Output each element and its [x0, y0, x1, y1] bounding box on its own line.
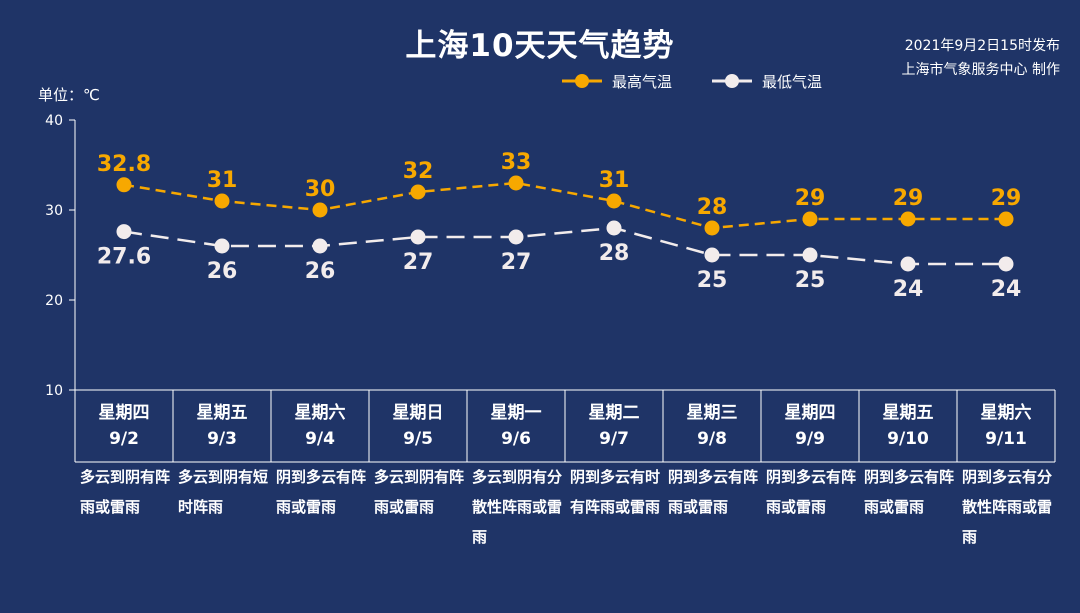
day-weekday: 星期二	[588, 403, 640, 423]
high-temp-point	[802, 211, 818, 227]
y-tick-label: 30	[45, 203, 63, 219]
day-weather: 多云到阴有分散性阵雨或雷雨	[472, 468, 563, 546]
low-temp-point	[900, 256, 916, 272]
legend-high-marker	[562, 74, 602, 88]
day-weather: 阴到多云有阵雨或雷雨	[766, 468, 857, 516]
day-header: 星期日 9/5	[369, 400, 467, 452]
low-temp-point	[704, 247, 720, 263]
high-temp-label: 30	[305, 177, 336, 202]
day-date: 9/2	[109, 429, 139, 449]
day-date: 9/10	[887, 429, 929, 449]
day-date: 9/11	[985, 429, 1027, 449]
day-weekday: 星期四	[784, 403, 836, 423]
day-header: 星期三 9/8	[663, 400, 761, 452]
day-weekday: 星期六	[980, 403, 1032, 423]
issue-time: 2021年9月2日15时发布	[904, 38, 1060, 54]
high-temp-label: 31	[207, 168, 238, 193]
day-header: 星期五 9/3	[173, 400, 271, 452]
day-weather: 阴到多云有阵雨或雷雨	[864, 468, 955, 516]
y-tick-label: 20	[45, 293, 63, 309]
high-temp-label: 32.8	[97, 152, 151, 177]
high-temp-line	[123, 181, 1006, 230]
day-weather: 阴到多云有分散性阵雨或雷雨	[962, 468, 1053, 546]
legend-high-label: 最高气温	[612, 72, 673, 91]
low-temp-point	[116, 224, 132, 240]
high-temp-point	[900, 211, 916, 227]
day-date: 9/4	[305, 429, 335, 449]
low-temp-line	[123, 226, 1006, 266]
high-temp-label: 32	[403, 159, 434, 184]
day-date: 9/8	[697, 429, 727, 449]
low-temp-label: 27	[501, 250, 532, 275]
low-temp-point	[802, 247, 818, 263]
low-temp-label: 27	[403, 250, 434, 275]
high-temp-label: 28	[697, 195, 728, 220]
high-temp-label: 29	[893, 186, 924, 211]
day-weekday: 星期六	[294, 403, 346, 423]
high-temp-point	[312, 202, 328, 218]
day-date: 9/5	[403, 429, 433, 449]
day-header: 星期六 9/4	[271, 400, 369, 452]
high-temp-point	[606, 193, 622, 209]
legend-low-label: 最低气温	[762, 72, 823, 91]
low-temp-point	[214, 238, 230, 254]
low-temp-point	[312, 238, 328, 254]
low-temp-label: 28	[599, 241, 630, 266]
low-temp-label: 26	[207, 259, 238, 284]
issue-info: 2021年9月2日15时发布 上海市气象服务中心 制作	[902, 34, 1060, 82]
day-weekday: 星期四	[98, 403, 150, 423]
low-temp-point	[998, 256, 1014, 272]
high-temp-label: 31	[599, 168, 630, 193]
low-temp-point	[606, 220, 622, 236]
high-temp-label: 29	[795, 186, 826, 211]
day-weather: 多云到阴有阵雨或雷雨	[374, 468, 465, 516]
day-date: 9/7	[599, 429, 629, 449]
day-date: 9/9	[795, 429, 825, 449]
day-weekday: 星期三	[686, 403, 738, 423]
day-weekday: 星期一	[490, 403, 542, 423]
low-temp-point	[508, 229, 524, 245]
day-weekday: 星期五	[196, 403, 248, 423]
day-weather: 多云到阴有短时阵雨	[178, 468, 269, 516]
low-temp-point	[410, 229, 426, 245]
high-temp-label: 33	[501, 150, 532, 175]
high-temp-point	[116, 177, 132, 193]
high-temp-label: 29	[991, 186, 1022, 211]
legend-low-marker	[712, 74, 752, 88]
low-temp-label: 24	[991, 277, 1022, 302]
day-weather: 阴到多云有阵雨或雷雨	[276, 468, 367, 516]
day-weekday: 星期日	[392, 403, 444, 423]
y-tick-label: 40	[45, 113, 63, 129]
day-header: 星期一 9/6	[467, 400, 565, 452]
legend-low: 最低气温	[710, 70, 822, 92]
high-temp-point	[214, 193, 230, 209]
chart-title: 上海10天天气趋势	[405, 28, 675, 64]
day-header: 星期四 9/9	[761, 400, 859, 452]
day-header: 星期二 9/7	[565, 400, 663, 452]
day-weather: 阴到多云有时有阵雨或雷雨	[570, 468, 661, 516]
day-weather: 阴到多云有阵雨或雷雨	[668, 468, 759, 516]
unit-label: 单位：℃	[38, 86, 100, 104]
day-header: 星期五 9/10	[859, 400, 957, 452]
low-temp-label: 27.6	[97, 245, 151, 270]
day-header: 星期四 9/2	[75, 400, 173, 452]
issue-source: 上海市气象服务中心 制作	[901, 62, 1060, 78]
day-date: 9/3	[207, 429, 237, 449]
day-weather: 多云到阴有阵雨或雷雨	[80, 468, 171, 516]
low-temp-label: 24	[893, 277, 924, 302]
high-temp-point	[704, 220, 720, 236]
day-date: 9/6	[501, 429, 531, 449]
low-temp-label: 26	[305, 259, 336, 284]
legend-high: 最高气温	[560, 70, 672, 92]
day-header: 星期六 9/11	[957, 400, 1055, 452]
y-tick-label: 10	[45, 383, 63, 399]
high-temp-point	[410, 184, 426, 200]
low-temp-label: 25	[697, 268, 728, 293]
day-weekday: 星期五	[882, 403, 934, 423]
low-temp-label: 25	[795, 268, 826, 293]
high-temp-point	[508, 175, 524, 191]
high-temp-point	[998, 211, 1014, 227]
